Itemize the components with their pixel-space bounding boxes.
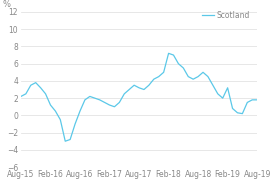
Scotland: [255, 99, 259, 101]
Scotland: [251, 99, 254, 101]
Scotland: [128, 88, 131, 91]
Scotland: [29, 84, 32, 86]
Scotland: [167, 52, 170, 54]
Scotland: [64, 140, 67, 142]
Scotland: [147, 84, 150, 86]
Scotland: [177, 63, 180, 65]
Scotland: [103, 101, 106, 104]
Scotland: [68, 138, 72, 141]
Scotland: [39, 87, 42, 89]
Scotland: [142, 88, 146, 91]
Scotland: [118, 101, 121, 104]
Scotland: [191, 78, 195, 80]
Scotland: [216, 93, 219, 95]
Scotland: [196, 76, 200, 78]
Scotland: [24, 93, 28, 95]
Scotland: [98, 99, 101, 101]
Scotland: [231, 107, 234, 110]
Scotland: [113, 106, 116, 108]
Scotland: [138, 87, 141, 89]
Scotland: [246, 101, 249, 104]
Scotland: [108, 104, 111, 106]
Scotland: [54, 110, 57, 112]
Scotland: [221, 97, 224, 99]
Scotland: [241, 113, 244, 115]
Scotland: [19, 95, 23, 98]
Scotland: [93, 97, 97, 99]
Scotland: [34, 82, 37, 84]
Scotland: [88, 95, 92, 98]
Scotland: [83, 99, 87, 101]
Scotland: [201, 71, 205, 73]
Scotland: [78, 110, 82, 112]
Scotland: [157, 76, 160, 78]
Scotland: [44, 93, 47, 95]
Scotland: [182, 67, 185, 69]
Scotland: [211, 84, 215, 86]
Scotland: [133, 84, 136, 86]
Line: Scotland: Scotland: [21, 53, 257, 141]
Legend: Scotland: Scotland: [199, 8, 253, 23]
Scotland: [226, 87, 229, 89]
Scotland: [73, 123, 77, 125]
Scotland: [187, 76, 190, 78]
Scotland: [172, 54, 175, 56]
Scotland: [236, 112, 239, 114]
Y-axis label: %: %: [3, 0, 11, 9]
Scotland: [123, 93, 126, 95]
Scotland: [59, 119, 62, 121]
Scotland: [206, 76, 210, 78]
Scotland: [152, 78, 155, 80]
Scotland: [162, 71, 165, 73]
Scotland: [49, 104, 52, 106]
